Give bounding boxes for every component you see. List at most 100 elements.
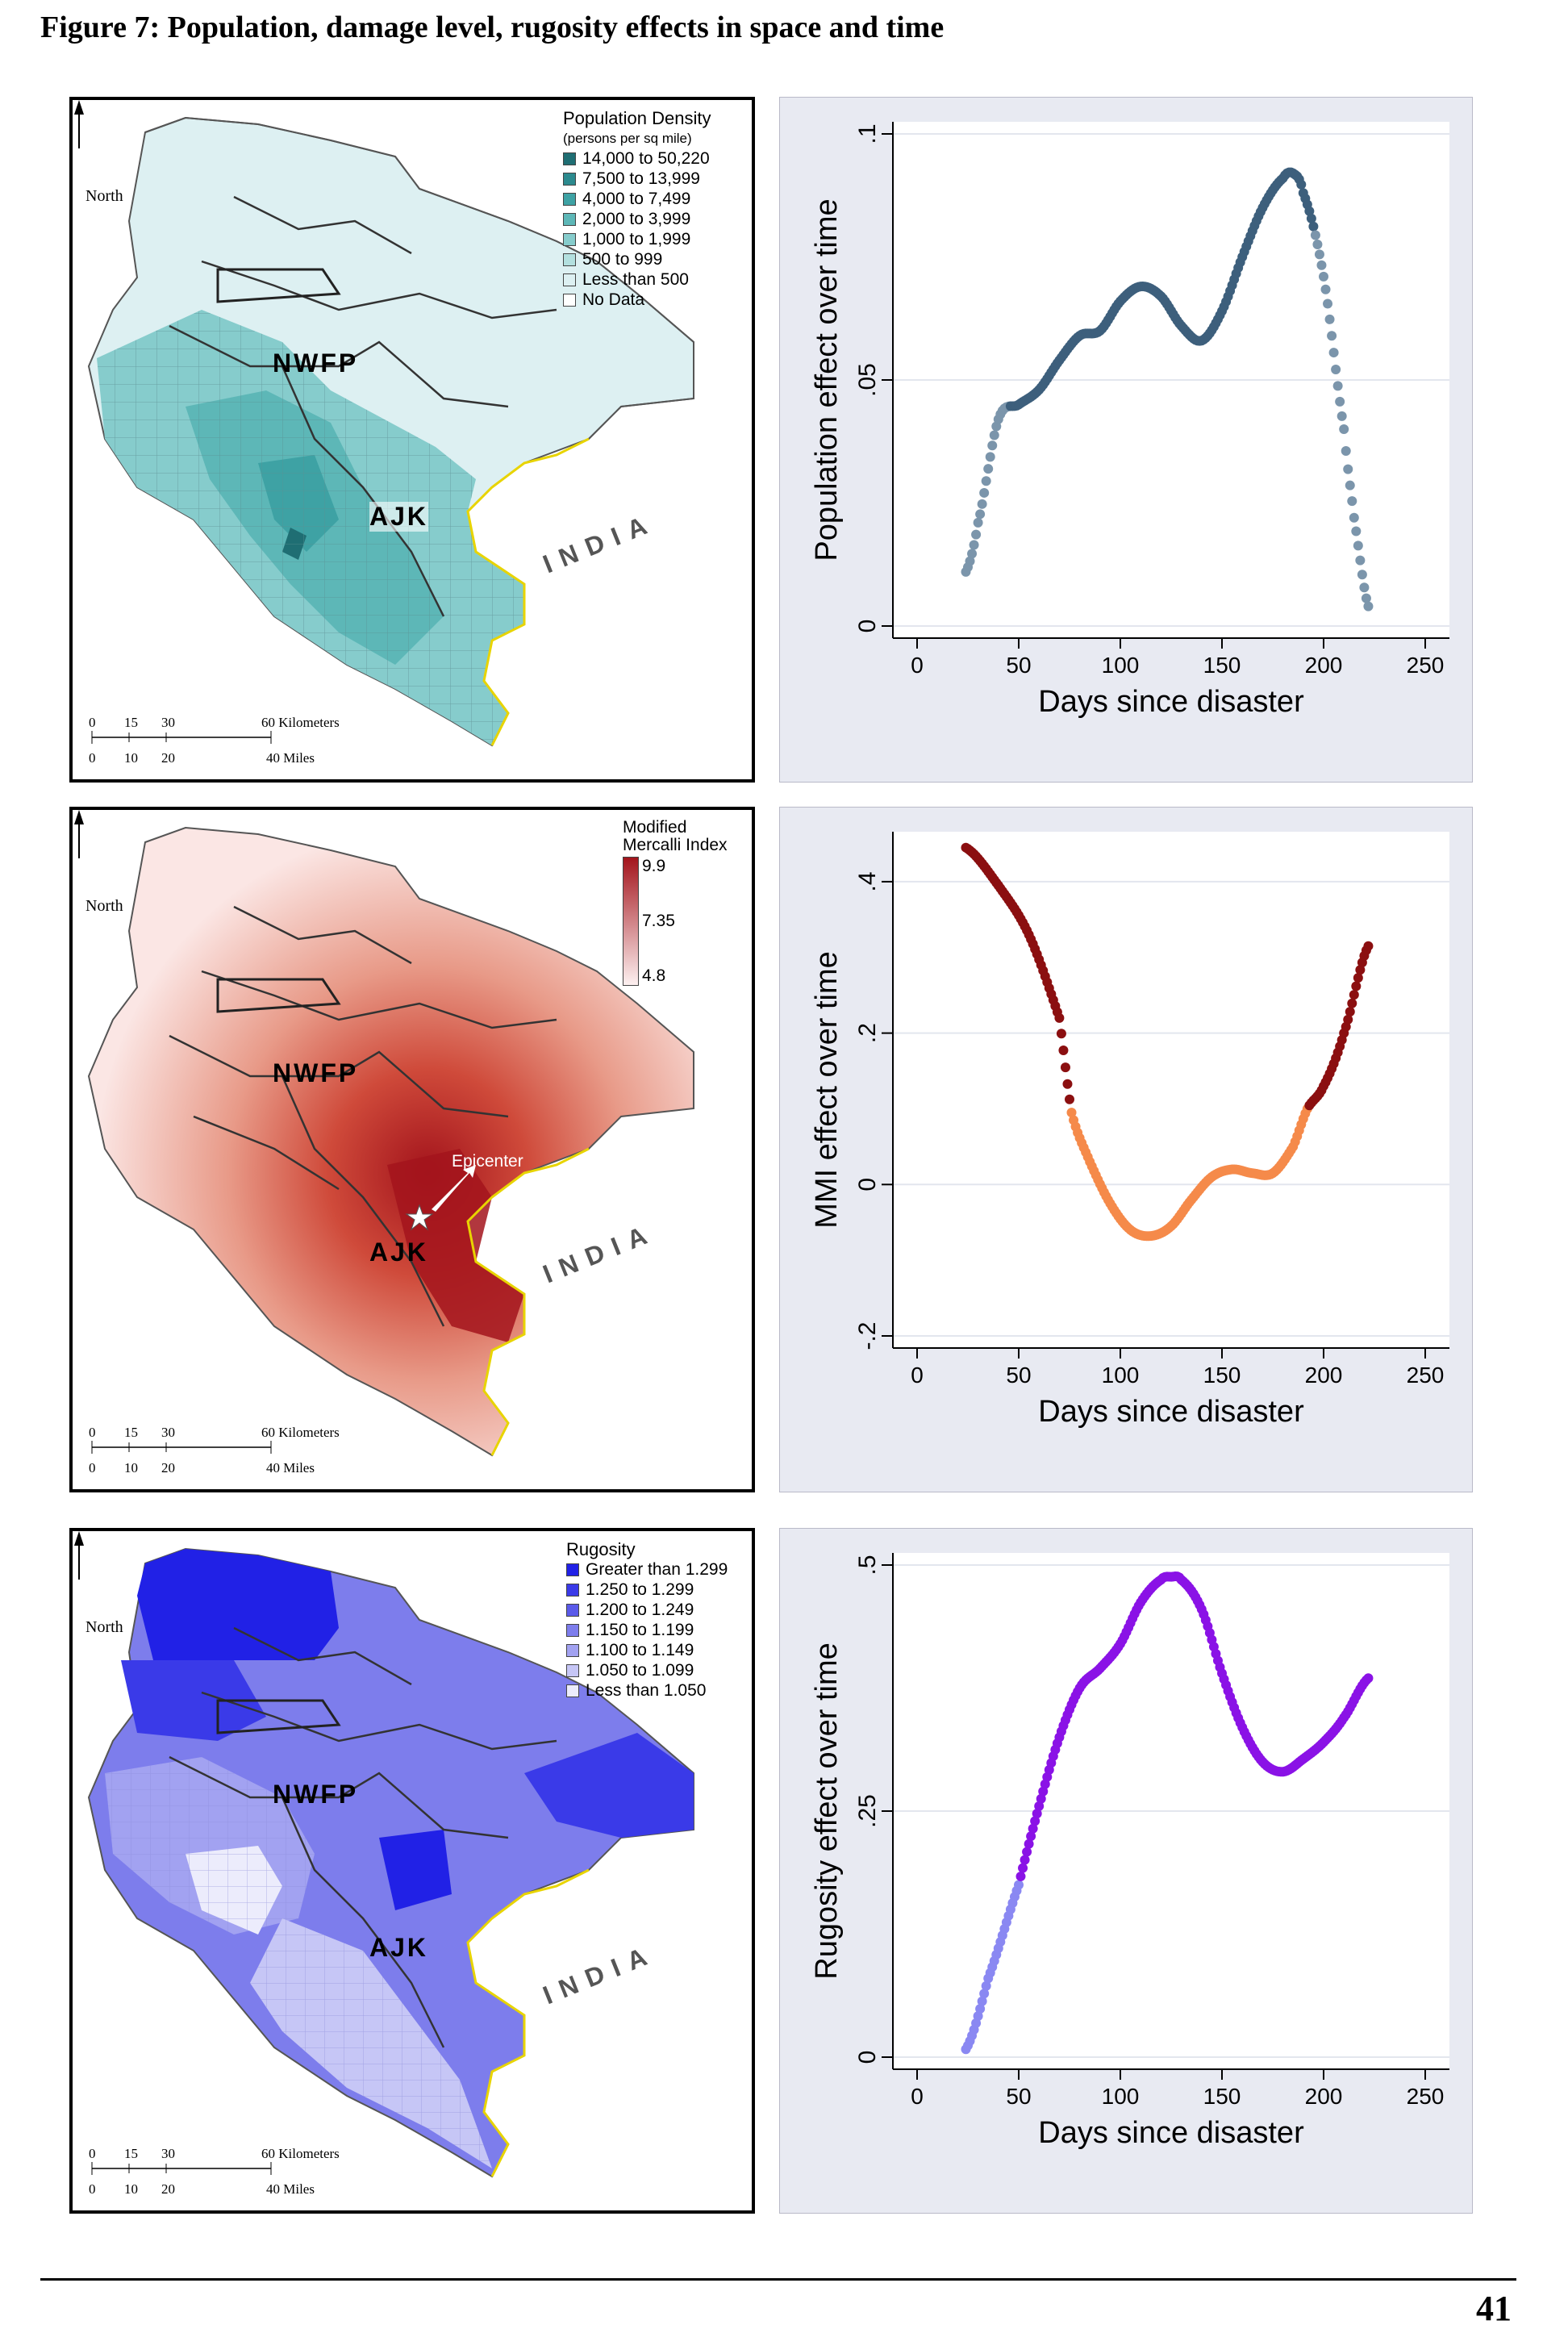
data-point	[973, 517, 983, 528]
population-density-map: North Population Density (persons per sq…	[69, 97, 755, 783]
data-point	[1355, 555, 1366, 566]
data-point	[1036, 1793, 1046, 1804]
legend-swatch	[563, 253, 576, 266]
north-label: North	[85, 897, 123, 915]
scale-mi-1: 10	[124, 750, 138, 766]
x-axis-label: Days since disaster	[1038, 2116, 1304, 2150]
data-point	[1351, 526, 1362, 536]
legend-swatch	[563, 152, 576, 165]
y-tick-label: .2	[854, 1023, 881, 1043]
data-point	[1058, 1045, 1069, 1055]
data-point	[967, 549, 978, 559]
x-tick-label: 200	[1305, 653, 1343, 678]
legend-items: Greater than 1.299 1.250 to 1.299 1.200 to…	[566, 1559, 728, 1701]
y-tick-label: 0	[854, 2051, 881, 2064]
epicenter-label: Epicenter	[452, 1152, 523, 1171]
scale-km-2: 30	[161, 715, 175, 730]
data-point	[1054, 1012, 1065, 1023]
data-point	[1343, 1014, 1353, 1025]
data-point	[1316, 260, 1327, 270]
data-point	[1349, 512, 1359, 523]
x-tick-label: 50	[1006, 2084, 1031, 2109]
legend-item: Less than 500	[563, 269, 711, 290]
scale-km-0: 0	[89, 2146, 96, 2161]
data-point	[1320, 284, 1331, 294]
legend-label: 1.250 to 1.299	[586, 1580, 694, 1599]
data-point	[1337, 411, 1347, 421]
x-tick-label: 0	[911, 653, 924, 678]
data-point	[1331, 364, 1341, 374]
scale-km-2: 30	[161, 2146, 175, 2161]
data-point	[1349, 990, 1359, 1000]
y-tick-label: .5	[854, 1555, 881, 1575]
x-tick-label: 200	[1305, 1363, 1343, 1388]
data-point	[1355, 965, 1366, 975]
legend-item: 1.050 to 1.099	[566, 1660, 728, 1680]
x-tick-label: 50	[1006, 653, 1031, 678]
ajk-label: AJK	[369, 1238, 429, 1267]
legend-swatch	[563, 192, 576, 206]
data-point	[977, 499, 987, 509]
x-tick-label: 0	[911, 2084, 924, 2109]
data-point	[971, 529, 982, 540]
data-point	[1066, 1108, 1077, 1118]
data-point	[969, 540, 979, 550]
legend-label: Greater than 1.299	[586, 1560, 728, 1579]
scale-km-0: 0	[89, 1425, 96, 1440]
data-point	[1028, 1823, 1038, 1834]
legend-label: 1.200 to 1.249	[586, 1601, 694, 1619]
scale-mi-2: 20	[161, 1460, 175, 1475]
nwfp-label: NWFP	[273, 1058, 359, 1087]
rugosity-effect-plot: 0 .25 .5 0 50 100 150 200 250 Days since disaster…	[810, 1553, 1449, 2150]
legend-swatch	[563, 212, 576, 226]
x-tick-label: 250	[1407, 653, 1445, 678]
y-tick-label: 0	[854, 620, 881, 633]
data-point	[985, 452, 995, 462]
legend-swatch	[566, 1684, 579, 1697]
mmi-map: North Modified Mercalli Index 9.9 7.35 4…	[69, 807, 755, 1492]
mmi-min-label: 4.8	[642, 966, 666, 985]
legend-label: Less than 1.050	[586, 1681, 707, 1700]
legend-item: 1.250 to 1.299	[566, 1580, 728, 1600]
legend-label: 1,000 to 1,999	[582, 230, 691, 248]
data-point	[975, 509, 986, 520]
x-tick-label: 200	[1305, 2084, 1343, 2109]
data-point	[1343, 464, 1353, 474]
scale-mi-2: 20	[161, 750, 175, 766]
scale-km-1: 15	[124, 1425, 138, 1440]
population-map-shape	[87, 116, 694, 747]
legend-item: 1.200 to 1.249	[566, 1600, 728, 1620]
nwfp-label: NWFP	[273, 1780, 359, 1809]
legend-swatch	[566, 1663, 579, 1677]
legend-label: Less than 500	[582, 270, 689, 289]
legend-item: Less than 1.050	[566, 1680, 728, 1701]
legend-item: 500 to 999	[563, 249, 711, 269]
epicenter-star-icon	[405, 1204, 434, 1231]
scale-mi-3: 40 Miles	[266, 1460, 315, 1475]
data-point	[1353, 541, 1363, 551]
data-point	[1345, 1007, 1355, 1017]
mmi-map-shape	[87, 826, 694, 1457]
data-point	[1323, 298, 1333, 309]
legend-swatch	[563, 232, 576, 246]
data-point	[1359, 582, 1370, 593]
plot-area	[893, 832, 1449, 1348]
scale-bar: 0 15 30 60 Kilometers 0 10 20 40 Miles	[84, 1425, 358, 1481]
mmi-effect-chart: -.2 0 .2 .4 0 50 100 150 200 250 Days since disast…	[779, 807, 1473, 1492]
data-point	[1026, 1831, 1036, 1842]
data-point	[1363, 1673, 1374, 1684]
x-tick-label: 50	[1006, 1363, 1031, 1388]
data-point	[1014, 1880, 1024, 1890]
data-point	[1314, 249, 1324, 260]
data-point	[981, 476, 991, 486]
data-point	[1015, 1871, 1026, 1881]
x-tick-label: 100	[1102, 2084, 1140, 2109]
data-point	[1032, 1809, 1042, 1819]
x-axis-label: Days since disaster	[1038, 1395, 1304, 1429]
data-point	[1312, 240, 1323, 250]
legend-swatch	[566, 1603, 579, 1617]
data-point	[965, 556, 975, 566]
legend-swatch	[566, 1563, 579, 1576]
scale-bar: 0 15 30 60 Kilometers 0 10 20 40 Miles	[84, 715, 358, 771]
legend-item: No Data	[563, 290, 711, 310]
